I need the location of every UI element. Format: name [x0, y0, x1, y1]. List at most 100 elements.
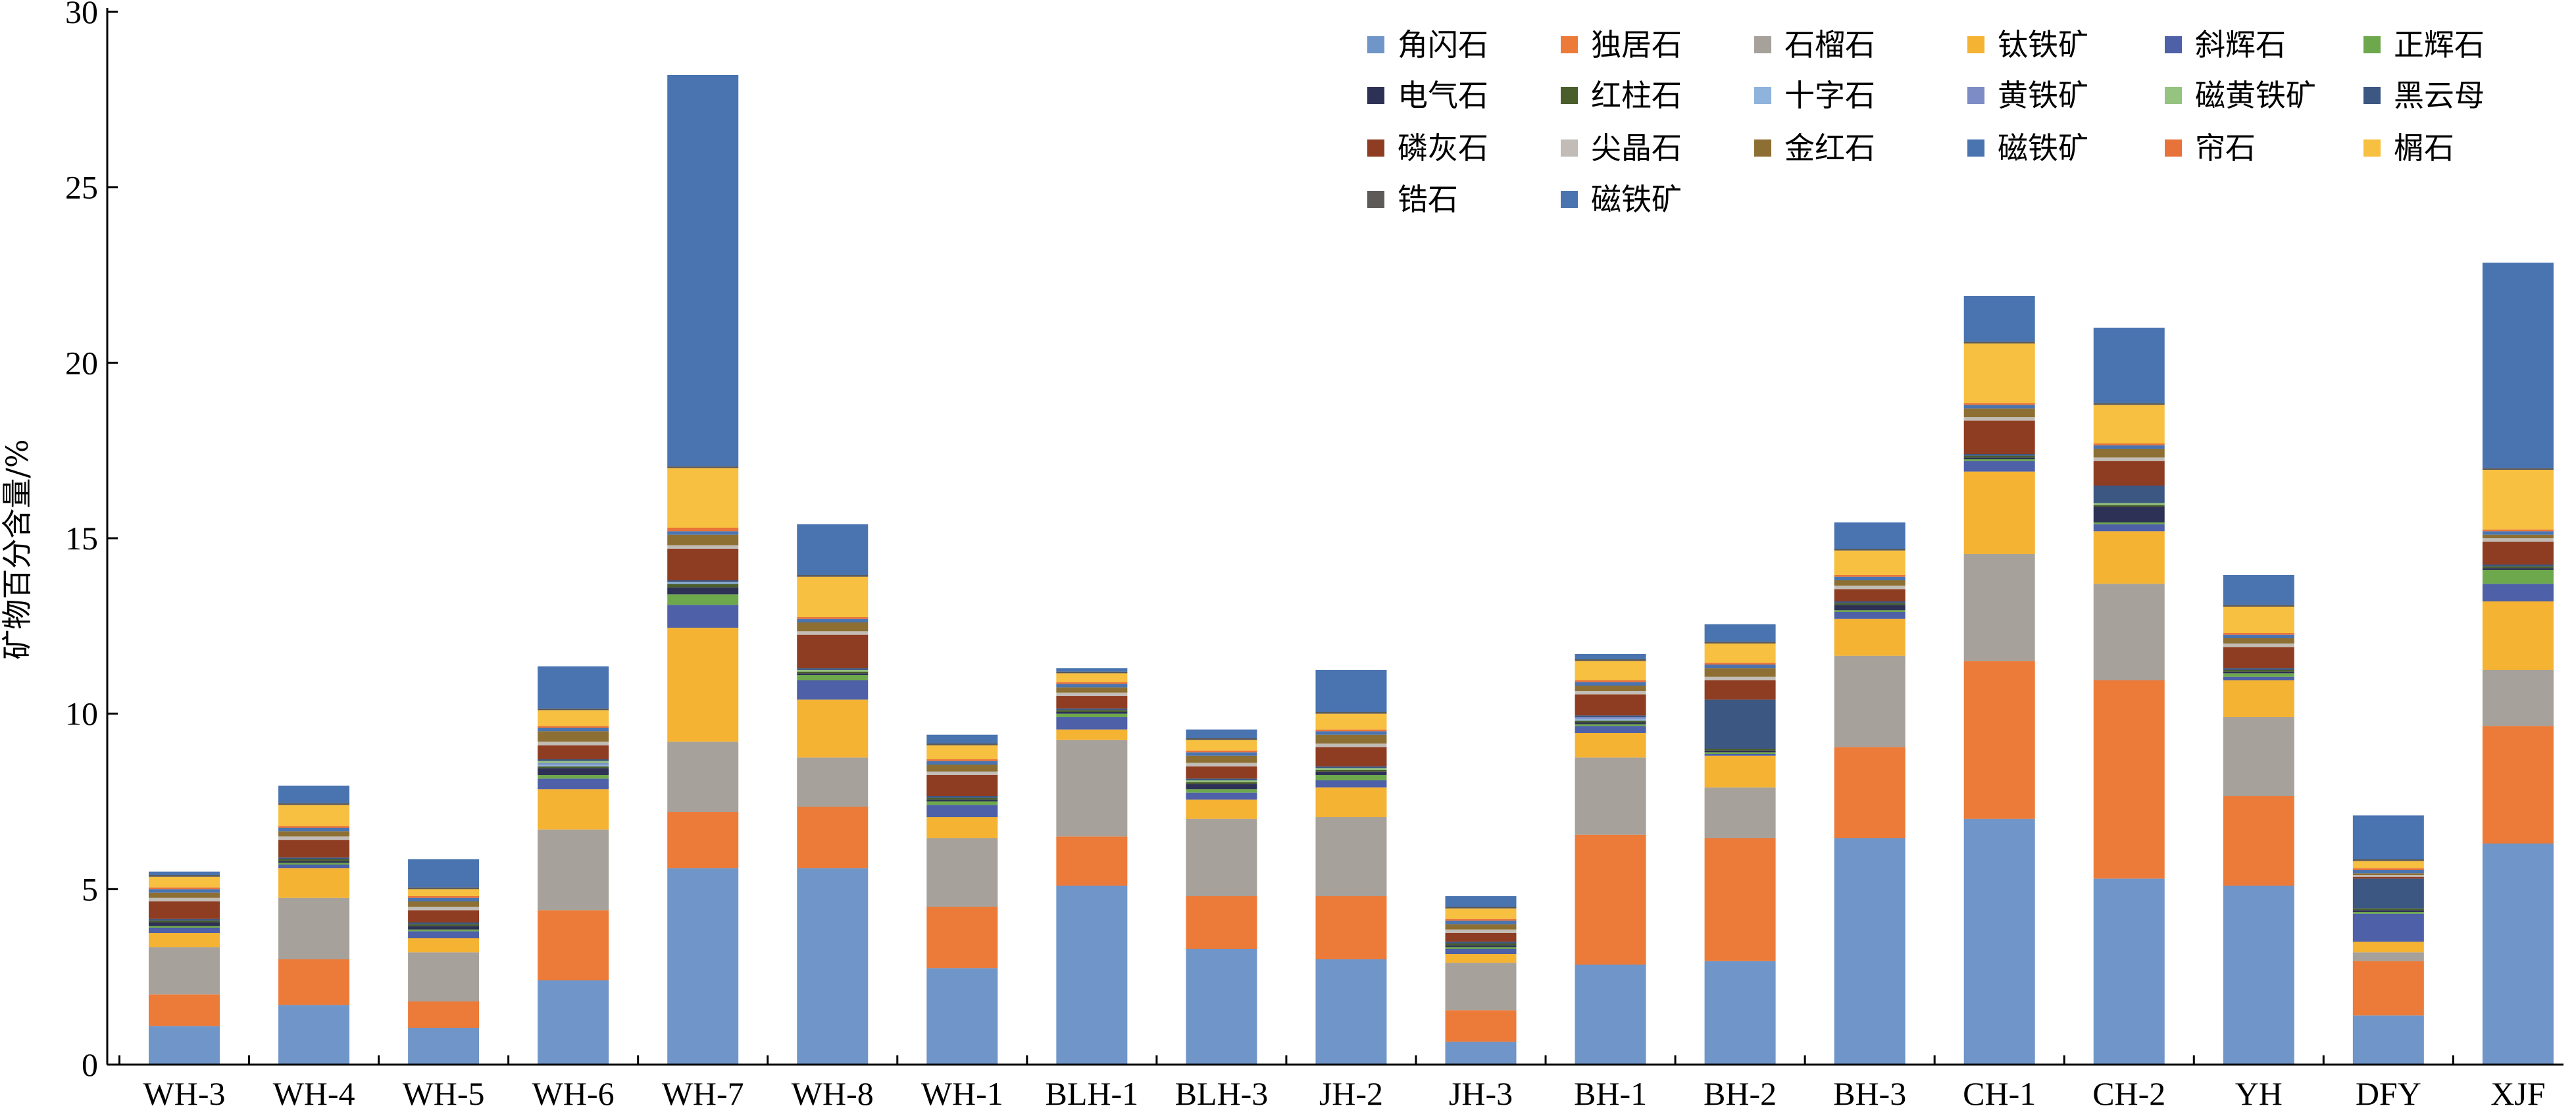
- bar-segment: [1186, 792, 1257, 800]
- bar-segment: [1704, 665, 1776, 669]
- y-tick-label: 30: [65, 0, 98, 30]
- bar-segment: [1315, 770, 1387, 772]
- bar-segment: [1056, 886, 1128, 1065]
- bar-segment: [278, 865, 350, 869]
- bar-segment: [1186, 755, 1257, 763]
- bar-segment: [2352, 952, 2424, 961]
- bar-segment: [408, 897, 480, 901]
- bar-segment: [1315, 787, 1387, 817]
- bar-segment: [2352, 942, 2424, 953]
- bar-segment: [2482, 570, 2554, 584]
- bar-segment: [667, 580, 739, 582]
- bars-layer: [149, 75, 2554, 1065]
- bar-segment: [926, 805, 998, 817]
- bar-segment: [538, 765, 609, 767]
- bar-segment: [1315, 734, 1387, 744]
- bar-segment: [278, 805, 350, 826]
- x-tick-label: WH-8: [792, 1075, 874, 1110]
- legend-swatch: [1754, 87, 1771, 104]
- bar-segment: [1315, 713, 1387, 730]
- bar-segment: [2223, 643, 2294, 647]
- bar-segment: [797, 575, 869, 577]
- bar-segment: [1834, 580, 1906, 586]
- bar-segment: [1704, 787, 1776, 838]
- bar-segment: [1575, 661, 1646, 680]
- x-tick-label: WH-7: [662, 1075, 744, 1110]
- bar-segment: [2482, 542, 2554, 565]
- bar-segment: [1186, 740, 1257, 751]
- bar-segment: [1056, 671, 1128, 674]
- x-tick-label: BLH-3: [1175, 1075, 1269, 1110]
- bar-segment: [278, 840, 350, 858]
- bar-segment: [1834, 522, 1906, 549]
- bar-segment: [926, 765, 998, 772]
- bar-segment: [1575, 733, 1646, 758]
- bar-segment: [1056, 673, 1128, 682]
- bar-segment: [2482, 568, 2554, 570]
- legend-swatch: [1754, 139, 1771, 157]
- bar-segment: [1834, 589, 1906, 601]
- y-tick-label: 5: [82, 870, 98, 907]
- legend-swatch: [2165, 36, 2182, 53]
- bar-segment: [1186, 896, 1257, 949]
- bar-segment: [1704, 643, 1776, 663]
- bar-segment: [408, 924, 480, 926]
- bar-segment: [538, 778, 609, 790]
- bar-segment: [2352, 875, 2424, 877]
- bar-segment: [538, 980, 609, 1065]
- bar-segment: [1186, 729, 1257, 738]
- bar-segment: [1575, 965, 1646, 1065]
- bar-segment: [2223, 605, 2294, 607]
- bar-segment: [2093, 403, 2165, 405]
- bar-segment: [1445, 921, 1517, 924]
- bar-segment: [278, 857, 350, 859]
- bar-segment: [1704, 750, 1776, 753]
- bar-segment: [1704, 680, 1776, 700]
- bar-segment: [1445, 942, 1517, 944]
- bar-segment: [1963, 661, 2035, 819]
- bar-segment: [2093, 328, 2165, 403]
- bar-segment: [2093, 449, 2165, 458]
- legend-label: 石榴石: [1784, 27, 1875, 63]
- bar-segment: [926, 734, 998, 744]
- bar-segment: [278, 786, 350, 803]
- bar-segment: [149, 871, 220, 875]
- bar-segment: [667, 605, 739, 628]
- bar-segment: [538, 742, 609, 745]
- bar-segment: [1963, 461, 2035, 472]
- bar-segment: [2093, 524, 2165, 532]
- bar-segment: [278, 863, 350, 865]
- legend-swatch: [1367, 87, 1384, 104]
- bar-segment: [408, 926, 480, 930]
- bar-segment: [1704, 624, 1776, 642]
- bar-segment: [1575, 654, 1646, 659]
- bar-segment: [1445, 929, 1517, 933]
- bar-segment: [926, 759, 998, 761]
- bar-segment: [926, 817, 998, 838]
- bar-segment: [1186, 738, 1257, 740]
- y-axis-label: 矿物百分含量/%: [0, 439, 35, 659]
- bar-segment: [926, 745, 998, 759]
- legend-label: 磁黄铁矿: [2195, 78, 2316, 113]
- bar-segment: [2482, 565, 2554, 567]
- bar-segment: [797, 757, 869, 807]
- x-tick-label: JH-2: [1319, 1075, 1383, 1110]
- bar-segment: [1056, 717, 1128, 730]
- bar-segment: [1575, 720, 1646, 722]
- bar-segment: [1315, 712, 1387, 714]
- x-tick-label: JH-3: [1449, 1075, 1513, 1110]
- bar-segment: [797, 868, 869, 1065]
- bar-segment: [797, 807, 869, 869]
- bar-segment: [1834, 586, 1906, 590]
- bar-segment: [667, 534, 739, 545]
- x-tick-label: BH-1: [1574, 1075, 1647, 1110]
- bar-segment: [1445, 1010, 1517, 1042]
- bar-segment: [2093, 405, 2165, 443]
- bar-segment: [2093, 505, 2165, 507]
- bar-segment: [278, 868, 350, 898]
- bar-segment: [2223, 680, 2294, 717]
- bar-segment: [926, 796, 998, 798]
- legend-label: 榍石: [2394, 130, 2454, 166]
- bar-segment: [1575, 726, 1646, 733]
- bar-segment: [1963, 403, 2035, 405]
